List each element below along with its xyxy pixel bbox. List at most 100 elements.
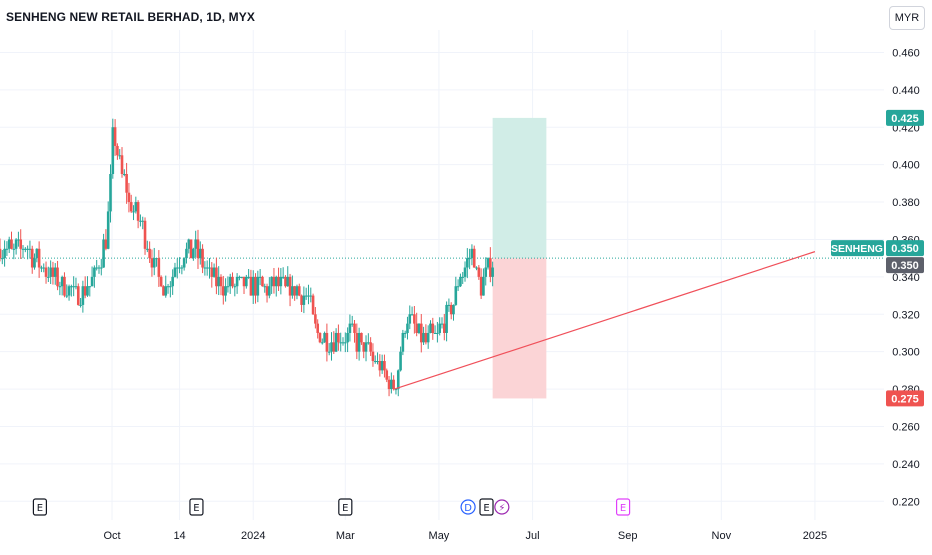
candle-body bbox=[235, 276, 239, 287]
candle-body bbox=[123, 174, 126, 176]
candle-body bbox=[201, 248, 204, 268]
event-marker-earnings: E bbox=[32, 498, 48, 516]
candle-body bbox=[169, 286, 172, 288]
candle-body bbox=[417, 323, 421, 333]
candle-body bbox=[316, 323, 319, 333]
candle-body bbox=[293, 286, 296, 296]
candle-body bbox=[21, 248, 25, 250]
candle-body bbox=[261, 276, 264, 287]
candle-body bbox=[479, 276, 483, 296]
candle-body bbox=[360, 332, 363, 343]
candle-body bbox=[44, 267, 48, 277]
candle-body bbox=[99, 267, 103, 269]
candle-body bbox=[215, 267, 218, 287]
event-label: D bbox=[464, 503, 472, 514]
candle-body bbox=[251, 276, 255, 296]
candle-body bbox=[392, 379, 395, 390]
x-tick-label: 2025 bbox=[803, 530, 827, 542]
candle-body bbox=[19, 239, 23, 249]
candle-body bbox=[431, 323, 435, 333]
candle-body bbox=[281, 276, 285, 278]
candle-body bbox=[242, 276, 246, 287]
candle-body bbox=[459, 276, 462, 287]
candle-body bbox=[277, 276, 280, 287]
candle-body bbox=[353, 323, 356, 333]
y-tick-label: 0.220 bbox=[892, 496, 920, 508]
candle-body bbox=[26, 248, 29, 250]
candle-body bbox=[88, 286, 92, 288]
profit-zone bbox=[492, 117, 547, 259]
y-tick-label: 0.400 bbox=[892, 160, 920, 172]
candle-body bbox=[247, 276, 250, 278]
candle-body bbox=[394, 389, 398, 391]
event-box bbox=[615, 498, 631, 516]
x-tick-label: Oct bbox=[103, 530, 120, 542]
candle-body bbox=[58, 286, 62, 288]
candle-body bbox=[113, 127, 117, 146]
candle-body bbox=[337, 332, 340, 343]
event-box bbox=[32, 498, 48, 516]
candle-body bbox=[120, 155, 124, 175]
candle-body bbox=[376, 361, 379, 363]
candle-body bbox=[1, 258, 4, 260]
candle-body bbox=[5, 248, 9, 250]
candle-body bbox=[268, 286, 271, 296]
x-tick-label: Nov bbox=[712, 530, 732, 542]
candle-body bbox=[314, 314, 317, 324]
candle-body bbox=[97, 267, 101, 269]
candle-body bbox=[185, 248, 188, 259]
candle-body bbox=[302, 295, 306, 305]
event-box bbox=[189, 498, 204, 516]
candle-body bbox=[24, 248, 27, 250]
candle-body bbox=[166, 286, 170, 288]
candle-body bbox=[219, 276, 223, 287]
target-price-badge-bg bbox=[886, 109, 924, 126]
candle-body bbox=[406, 323, 409, 333]
candle-body bbox=[279, 276, 283, 287]
candle-body bbox=[470, 248, 474, 259]
candle-body bbox=[284, 276, 287, 287]
candle-body bbox=[263, 286, 267, 288]
y-tick-label: 0.380 bbox=[892, 197, 920, 209]
x-tick-label: Jul bbox=[526, 530, 540, 542]
candle-body bbox=[309, 295, 313, 297]
candle-body bbox=[136, 202, 140, 221]
candle-body bbox=[362, 342, 366, 352]
y-tick-label: 0.300 bbox=[892, 347, 920, 359]
candle-body bbox=[187, 239, 191, 249]
candle-body bbox=[102, 239, 105, 268]
candle-body bbox=[217, 276, 220, 287]
candle-body bbox=[150, 258, 154, 268]
candle-body bbox=[452, 304, 455, 315]
candle-body bbox=[387, 379, 391, 390]
candle-body bbox=[348, 323, 352, 333]
target-price-badge: 0.425 bbox=[891, 113, 919, 125]
candle-body bbox=[182, 258, 186, 268]
candle-body bbox=[53, 267, 57, 277]
candle-body bbox=[173, 267, 177, 277]
candle-body bbox=[125, 174, 128, 193]
candle-body bbox=[198, 248, 202, 259]
candle-body bbox=[327, 351, 331, 353]
candle-body bbox=[258, 276, 262, 278]
candle-body bbox=[164, 286, 168, 296]
event-label: ⚡ bbox=[498, 503, 505, 514]
candle-body bbox=[146, 248, 149, 250]
candle-body bbox=[65, 295, 69, 297]
stop-price-badge: 0.275 bbox=[891, 393, 919, 405]
event-label: E bbox=[483, 503, 489, 514]
candle-body bbox=[129, 202, 133, 212]
event-label: E bbox=[37, 503, 43, 514]
candle-body bbox=[332, 342, 336, 352]
candle-body bbox=[208, 267, 211, 269]
y-tick-label: 0.460 bbox=[892, 47, 920, 59]
candle-body bbox=[0, 248, 2, 259]
y-tick-label: 0.240 bbox=[892, 459, 920, 471]
candle-body bbox=[134, 202, 138, 212]
currency-button[interactable]: MYR bbox=[889, 6, 925, 30]
candle-body bbox=[383, 361, 386, 371]
candle-body bbox=[28, 248, 32, 250]
candle-body bbox=[254, 276, 257, 296]
